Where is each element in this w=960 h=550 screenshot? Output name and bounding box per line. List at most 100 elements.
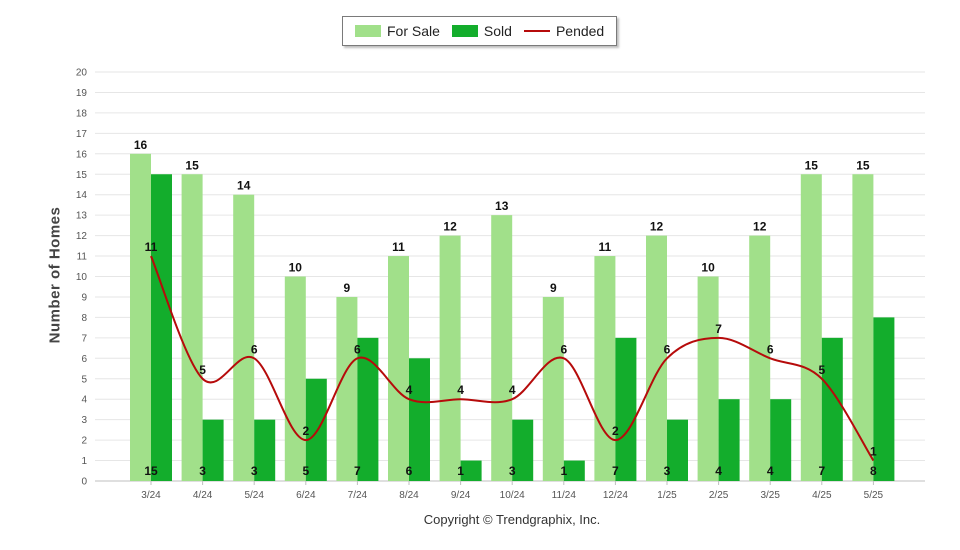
bar-for-sale (594, 256, 616, 481)
x-tick-label: 11/24 (552, 490, 577, 501)
bar-sold (615, 337, 637, 481)
bar-sold (357, 337, 379, 481)
data-label-sold: 5 (302, 464, 309, 478)
data-label-sold: 1 (457, 464, 464, 478)
data-label-sold: 3 (509, 464, 516, 478)
data-label-for-sale: 10 (701, 261, 715, 275)
data-label-pended: 4 (509, 383, 516, 397)
bar-for-sale (284, 276, 306, 481)
y-tick-label: 15 (76, 170, 88, 181)
bar-sold (873, 317, 895, 481)
bar-for-sale (439, 235, 461, 481)
data-label-pended: 6 (251, 342, 258, 356)
bar-sold (821, 337, 843, 481)
data-label-sold: 3 (251, 464, 258, 478)
data-label-pended: 1 (870, 445, 877, 459)
bar-for-sale (646, 235, 667, 481)
x-tick-label: 4/25 (812, 490, 832, 501)
bar-sold (563, 460, 585, 481)
y-tick-label: 0 (81, 477, 87, 488)
bar-for-sale (697, 276, 719, 481)
bar-sold (718, 399, 740, 481)
y-tick-label: 6 (81, 354, 87, 365)
y-tick-label: 9 (81, 292, 87, 303)
bar-for-sale (542, 296, 564, 481)
bar-for-sale (130, 153, 151, 482)
bar-sold (460, 460, 482, 481)
data-label-for-sale: 15 (856, 158, 870, 172)
data-label-pended: 6 (560, 342, 567, 356)
y-tick-label: 11 (77, 252, 88, 263)
data-label-for-sale: 15 (805, 158, 819, 172)
y-axis-label: Number of Homes (46, 206, 64, 344)
data-label-sold: 1 (560, 464, 567, 478)
data-label-sold: 6 (406, 464, 413, 478)
y-tick-label: 12 (76, 231, 88, 242)
data-label-sold: 15 (144, 464, 158, 478)
x-tick-label: 3/24 (141, 490, 161, 501)
y-tick-label: 7 (81, 333, 87, 344)
data-label-pended: 4 (406, 383, 413, 397)
data-label-pended: 5 (199, 363, 206, 377)
y-tick-label: 3 (81, 415, 87, 426)
data-label-for-sale: 12 (753, 220, 767, 234)
data-label-for-sale: 15 (185, 158, 199, 172)
x-tick-label: 10/24 (500, 490, 525, 501)
data-label-pended: 6 (767, 342, 774, 356)
bar-for-sale (233, 194, 255, 481)
legend-item-sold: Sold (451, 23, 512, 39)
data-label-pended: 5 (818, 363, 825, 377)
bar-for-sale (181, 174, 203, 481)
legend-swatch-pended (523, 30, 550, 32)
data-label-sold: 3 (664, 464, 671, 478)
data-label-pended: 7 (715, 322, 722, 336)
y-tick-label: 14 (76, 190, 88, 201)
data-label-sold: 7 (354, 464, 361, 478)
y-tick-label: 13 (76, 211, 88, 222)
x-tick-label: 4/24 (193, 490, 213, 501)
data-label-sold: 7 (818, 464, 825, 478)
data-label-for-sale: 12 (650, 220, 664, 234)
data-label-for-sale: 11 (599, 240, 612, 254)
x-tick-label: 6/24 (296, 490, 316, 501)
y-tick-label: 16 (76, 149, 88, 160)
bar-for-sale (852, 174, 874, 481)
y-tick-label: 17 (76, 129, 88, 140)
legend-item-pended: Pended (523, 23, 604, 39)
bar-sold (770, 399, 792, 481)
x-tick-label: 2/25 (709, 490, 729, 501)
bar-sold (202, 419, 224, 481)
data-label-for-sale: 13 (495, 199, 509, 213)
data-label-for-sale: 9 (550, 281, 557, 295)
legend-label-for-sale: For Sale (387, 23, 440, 39)
y-tick-label: 20 (76, 68, 88, 79)
line-pended (150, 255, 875, 462)
bar-for-sale (388, 256, 409, 481)
bar-for-sale (491, 215, 513, 481)
data-label-pended: 6 (354, 342, 361, 356)
data-label-sold: 3 (199, 464, 206, 478)
legend-item-for-sale: For Sale (355, 23, 440, 39)
legend-swatch-sold (451, 25, 478, 37)
data-label-for-sale: 14 (237, 179, 251, 193)
data-label-pended: 2 (302, 424, 309, 438)
data-label-sold: 8 (870, 464, 877, 478)
bar-sold (151, 174, 172, 481)
bar-sold (512, 419, 534, 481)
data-label-for-sale: 16 (134, 138, 148, 152)
bar-for-sale (749, 235, 771, 481)
x-tick-label: 5/25 (864, 490, 884, 501)
data-label-sold: 7 (612, 464, 619, 478)
data-label-pended: 4 (457, 383, 464, 397)
data-label-sold: 4 (715, 464, 722, 478)
y-tick-label: 5 (81, 374, 87, 385)
x-tick-label: 9/24 (451, 490, 471, 501)
y-tick-label: 10 (76, 272, 88, 283)
bar-sold (254, 419, 276, 481)
data-label-for-sale: 11 (392, 240, 405, 254)
bar-sold (409, 358, 430, 481)
data-label-for-sale: 9 (344, 281, 351, 295)
legend-swatch-for-sale (355, 25, 381, 37)
x-tick-label: 1/25 (657, 490, 677, 501)
